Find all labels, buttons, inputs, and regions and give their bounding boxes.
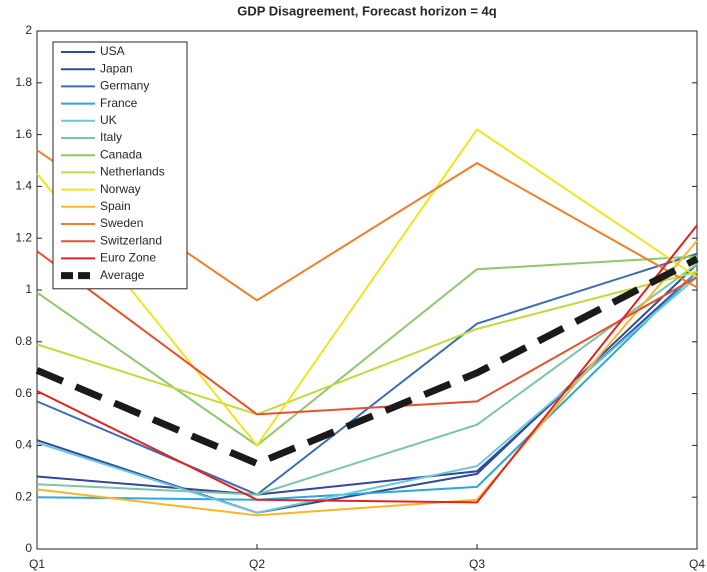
y-tick-label: 0.6	[15, 386, 32, 400]
series-line	[36, 252, 698, 496]
y-tick-label: 0.8	[15, 334, 32, 348]
legend-label: Sweden	[100, 216, 143, 230]
legend-label: Germany	[100, 79, 149, 93]
series-line	[36, 250, 698, 416]
y-tick-label: 1.2	[15, 230, 32, 244]
y-tick-label: 1	[25, 282, 32, 296]
y-tick-label: 1.6	[15, 127, 32, 141]
legend-label: Switzerland	[100, 233, 162, 247]
series-line	[36, 224, 698, 504]
legend-label: Spain	[100, 199, 131, 213]
legend-label: Canada	[100, 147, 142, 161]
legend-label: USA	[100, 44, 125, 58]
series-line	[36, 263, 698, 496]
legend-label: Japan	[100, 61, 133, 75]
y-tick-label: 1.4	[15, 179, 32, 193]
x-tick-label: Q4	[689, 557, 705, 571]
series-line	[35, 255, 699, 468]
series-line	[36, 270, 698, 416]
x-tick-label: Q2	[249, 557, 265, 571]
legend-label: France	[100, 96, 138, 110]
legend-label: Euro Zone	[100, 251, 156, 265]
y-tick-label: 1.8	[15, 75, 32, 89]
x-tick-label: Q1	[29, 557, 45, 571]
legend-label: UK	[100, 113, 117, 127]
legend-label: Netherlands	[100, 165, 165, 179]
legend-label: Italy	[100, 130, 122, 144]
legend-label: Average	[100, 268, 145, 282]
y-tick-label: 0.2	[15, 489, 32, 503]
series-line	[36, 240, 698, 517]
y-tick-label: 0	[25, 541, 32, 555]
series-line	[36, 255, 698, 447]
series-line	[36, 271, 698, 501]
y-tick-label: 2	[25, 23, 32, 37]
x-tick-label: Q3	[469, 557, 485, 571]
y-tick-label: 0.4	[15, 438, 32, 452]
chart-title: GDP Disagreement, Forecast horizon = 4q	[237, 3, 497, 18]
legend-box	[52, 41, 188, 290]
legend-label: Norway	[100, 182, 141, 196]
series-line	[36, 128, 698, 448]
